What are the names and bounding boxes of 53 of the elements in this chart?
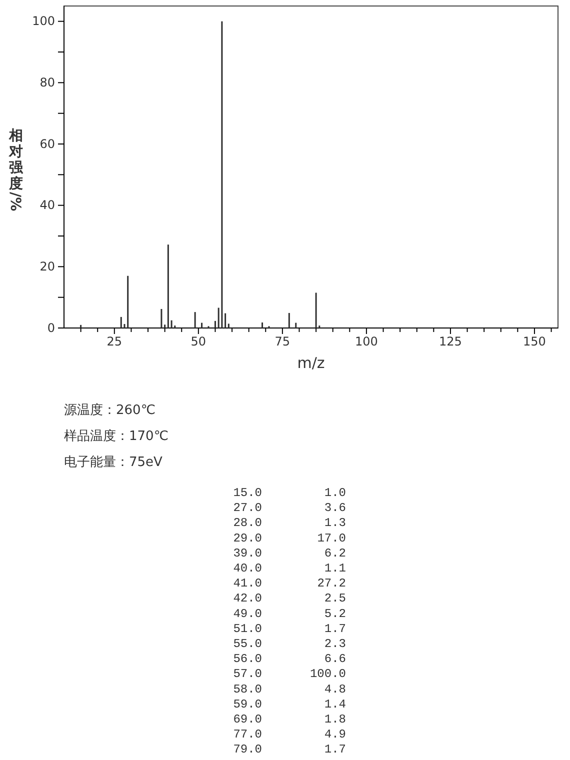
text: 1.7 [324,622,346,636]
text: 2.3 [324,637,346,651]
text: 79.0 [233,742,262,757]
text: 1.4 [324,697,346,712]
text: 6.2 [324,546,346,560]
text: 电子能量：75eV [64,455,163,470]
text: 39.0 [233,546,262,560]
text: 27.2 [317,576,346,591]
x-tick-label: 50 [190,334,206,349]
x-tick-label: 150 [523,334,546,349]
text: 51.0 [233,622,262,636]
x-tick-label: 25 [106,334,122,349]
text: 69.0 [233,712,262,726]
text: 55.0 [233,637,262,651]
text: 源温度：260℃ [64,402,156,418]
text: 58.0 [233,682,262,696]
y-tick-label: 40 [40,198,55,212]
text: 100.0 [310,667,346,682]
text: 15.0 [233,486,262,500]
text: 27.0 [233,501,262,516]
text: 56.0 [233,652,262,666]
text: 17.0 [317,531,346,546]
text: 41.0 [233,576,262,591]
text: 样品温度：170℃ [64,428,168,444]
text: 5.2 [324,606,346,621]
text: 1.7 [324,742,346,757]
text: 1.1 [324,562,346,576]
y-tick-label: 80 [40,76,55,90]
y-tick-label: 20 [40,260,55,274]
x-axis-title: m/z [297,354,325,372]
y-axis-title: 相对强度/% [7,128,24,212]
text: 77.0 [233,728,262,742]
text: 40.0 [233,562,262,576]
y-tick-label: 60 [40,136,55,151]
text: 28.0 [233,516,262,530]
text: 29.0 [233,531,262,546]
text: 6.6 [324,652,346,666]
text: 3.6 [324,501,346,516]
text: 4.9 [324,728,346,742]
x-tick-label: 100 [354,334,378,349]
text: 1.0 [324,486,346,500]
text: 1.3 [324,516,346,530]
x-tick-label: 75 [274,334,290,349]
text: 49.0 [233,606,262,621]
y-tick-label: 100 [32,14,55,28]
text: 59.0 [233,697,262,712]
y-tick-label: 0 [47,320,55,335]
text: 42.0 [233,592,262,606]
x-tick-label: 125 [439,334,462,349]
text: 2.5 [324,592,346,606]
text: 1.8 [324,712,346,726]
text: 57.0 [233,667,262,682]
text: 4.8 [324,682,346,696]
